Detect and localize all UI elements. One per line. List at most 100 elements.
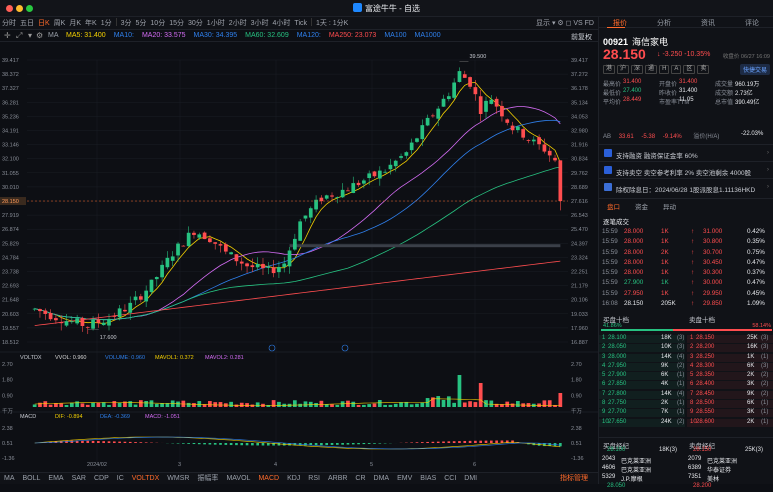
window-controls[interactable] [6, 5, 36, 14]
market-badge: 港 [603, 65, 616, 74]
stat-label: 成交量 [715, 82, 734, 88]
indicator-tab-macd[interactable]: MACD [258, 475, 280, 482]
info-row[interactable]: 支持融资 融资保证金率 60% › [599, 144, 773, 161]
timeframe-17[interactable]: 1天 : 1分K [316, 20, 349, 27]
volume-bar [547, 400, 552, 407]
active-tab-underline [607, 27, 625, 28]
timeframe-16[interactable]: Tick [294, 20, 307, 27]
ask-index: 2 [690, 344, 694, 351]
indicator-mode[interactable]: MA [48, 32, 59, 39]
timeframe-7[interactable]: 3分 [120, 20, 132, 27]
indicator-tab-振幅率[interactable]: 振幅率 [197, 475, 219, 482]
bid-qty: 9K [661, 362, 669, 369]
trade-row: 16:08 28.150 205K ↑ 29.850 1.09% [599, 300, 773, 310]
trades-list: 15:59 28.000 1K ↑ 31.000 0.42% 15:59 28.000 1K ↑ 3… [599, 228, 773, 310]
macd-legend-item: DEA: -0.369 [100, 414, 130, 420]
bid-orders: (4) [677, 390, 685, 397]
volume-bar [117, 402, 122, 407]
timeframe-2[interactable]: 日K [38, 20, 50, 27]
candle-body [319, 197, 324, 202]
indicator-tab-boll[interactable]: BOLL [22, 475, 41, 482]
subtab-2[interactable]: 异动 [663, 204, 676, 211]
indicator-tab-cci[interactable]: CCI [444, 475, 457, 482]
zoom-window-button[interactable] [26, 5, 33, 12]
ask-row-bg [687, 400, 773, 409]
indicator-tab-voltdx[interactable]: VOLTDX [131, 475, 160, 482]
expand-icon[interactable]: ⤢ [16, 31, 23, 40]
indicator-tabs: MA BOLL EMA SAR CDP IC VOLTDX WMSR 振幅率 MAVOL MACD K… [0, 472, 598, 484]
subtab-1[interactable]: 资金 [635, 204, 648, 211]
dropdown-chevron-icon[interactable]: ▾ [28, 31, 33, 40]
adjust-mode-button[interactable]: 前复权 [571, 34, 592, 41]
indicator-tab-cr[interactable]: CR [355, 475, 366, 482]
candlestick-chart[interactable]: 39.417 39.417 38.372 37.272 37.327 36.178 36.2… [0, 42, 598, 472]
subtab-0[interactable]: 盘口 [607, 204, 620, 211]
indicator-tab-rsi[interactable]: RSI [308, 475, 320, 482]
volume-bar [298, 403, 303, 407]
indicator-tab-ema[interactable]: EMA [48, 475, 64, 482]
candle-body [484, 100, 488, 112]
calendar-icon [604, 183, 612, 191]
panel-tab-2[interactable]: 资讯 [701, 20, 715, 27]
volume-bar [128, 401, 133, 407]
volume-bar [75, 401, 79, 407]
indicator-tab-bias[interactable]: BIAS [420, 475, 437, 482]
ask-qty: 9K [747, 390, 755, 397]
minimize-window-button[interactable] [16, 5, 23, 12]
panel-tab-3[interactable]: 评论 [745, 20, 759, 27]
indicator-tab-cdp[interactable]: CDP [93, 475, 109, 482]
close-window-button[interactable] [6, 5, 13, 12]
timeframe-8[interactable]: 5分 [135, 20, 147, 27]
depth-ratio-bar: 41.86% 58.14% [599, 323, 773, 333]
timeframe-3[interactable]: 周K [53, 20, 66, 27]
settings-gear-icon[interactable]: ⚙ [36, 31, 44, 40]
indicator-tab-dma[interactable]: DMA [373, 475, 390, 482]
indicator-tab-dmi[interactable]: DMI [464, 475, 478, 482]
timeframe-9[interactable]: 10分 [150, 20, 166, 27]
crosshair-icon[interactable]: ✛ [4, 31, 11, 40]
trade-price: 27.900 [624, 279, 644, 287]
candle-body [452, 82, 457, 98]
timeframe-12[interactable]: 1小时 [206, 20, 225, 27]
ab-change: -5.38 [641, 134, 656, 140]
volume-bar [218, 402, 223, 407]
indicator-tab-arbr[interactable]: ARBR [327, 475, 348, 482]
chart-area[interactable]: 39.417 39.417 38.372 37.272 37.327 36.178 36.2… [0, 42, 598, 472]
timeframe-13[interactable]: 2小时 [228, 20, 247, 27]
indicator-tab-mavol[interactable]: MAVOL [226, 475, 251, 482]
ma250-line [34, 260, 561, 326]
info-row[interactable]: 除权除息日：2024/06/28 1股派股息1.11136HKD › [599, 178, 773, 195]
ask-broker-title: 卖盘经纪 [689, 443, 715, 450]
trade-time: 15:59 [602, 238, 618, 246]
arrow-up-icon: ↑ [691, 228, 695, 235]
timeframe-4[interactable]: 月K [69, 20, 82, 27]
trade-qty: 1K [661, 269, 669, 277]
toolbar-right-controls[interactable]: 显示 ▾ ⚙ ◻ VS FD [536, 20, 594, 27]
indicator-tab-kdj[interactable]: KDJ [287, 475, 301, 482]
timeframe-15[interactable]: 4小时 [272, 20, 291, 27]
candle-body [107, 318, 111, 326]
indicator-tab-ma[interactable]: MA [4, 475, 15, 482]
panel-tab-0[interactable]: 报价 [613, 20, 627, 27]
timeframe-6[interactable]: 1分 [100, 20, 112, 27]
broker-ask-id: 7351 [688, 474, 702, 480]
timeframe-11[interactable]: 30分 [188, 20, 203, 27]
volume-bar [229, 401, 233, 407]
bid-qty: 2K [661, 400, 669, 407]
indicator-manage-button[interactable]: 指标管理 [560, 475, 588, 482]
panel-tab-1[interactable]: 分析 [657, 20, 671, 27]
bid-row-bg [599, 362, 685, 371]
indicator-tab-emv[interactable]: EMV [397, 475, 413, 482]
indicator-tab-wmsr[interactable]: WMSR [167, 475, 190, 482]
timeframe-0[interactable]: 分时 [2, 20, 16, 27]
volume-bar [446, 396, 451, 407]
indicator-tab-ic[interactable]: IC [116, 475, 124, 482]
macd-axis-label-right: -1.36 [571, 456, 584, 462]
timeframe-10[interactable]: 15分 [169, 20, 184, 27]
quick-trade-button[interactable]: 快捷交易 [739, 64, 770, 75]
timeframe-14[interactable]: 3小时 [250, 20, 269, 27]
info-row[interactable]: 支持卖空 卖空参考利率 2% 卖空池剩余 4000股 › [599, 161, 773, 178]
indicator-tab-sar[interactable]: SAR [71, 475, 86, 482]
timeframe-1[interactable]: 五日 [20, 20, 34, 27]
timeframe-5[interactable]: 年K [85, 20, 97, 27]
